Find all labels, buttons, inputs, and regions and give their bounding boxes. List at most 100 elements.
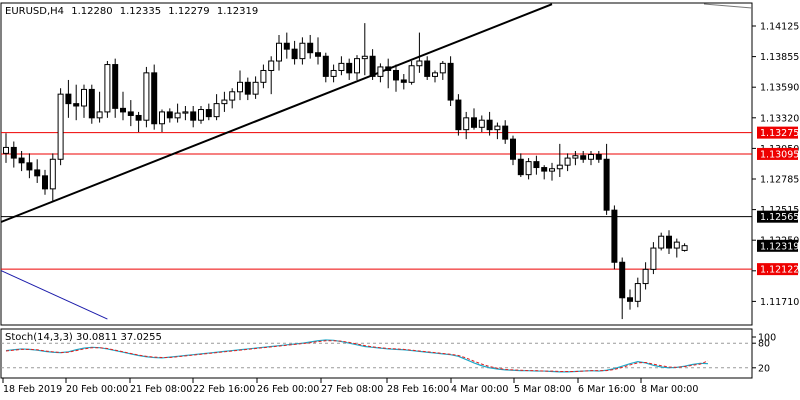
- candle: [229, 88, 236, 109]
- level-badge-3: 1.12122: [757, 263, 799, 276]
- candle: [88, 84, 95, 124]
- candle: [533, 155, 540, 175]
- candle: [10, 141, 17, 168]
- price-tick-label: 1.13855: [760, 52, 799, 63]
- candle: [237, 70, 243, 101]
- oscillator-panel: [0, 328, 753, 379]
- trendline-faint[interactable]: [703, 3, 753, 9]
- oscillator-tick-label: 20: [758, 363, 770, 374]
- candle: [276, 34, 282, 71]
- candle: [260, 64, 267, 89]
- candle: [619, 257, 626, 320]
- candle: [681, 243, 688, 252]
- candle: [439, 61, 446, 80]
- candle: [213, 94, 220, 121]
- candle: [658, 232, 665, 251]
- candle: [673, 238, 680, 258]
- candle: [190, 105, 197, 128]
- candle: [151, 64, 158, 130]
- candle: [432, 70, 438, 83]
- time-tick-label: 8 Mar 00:00: [641, 384, 698, 395]
- level-badge-0: 1.13275: [757, 126, 799, 139]
- candle: [57, 88, 64, 166]
- candle: [42, 169, 48, 195]
- candle: [3, 133, 9, 163]
- candle: [96, 91, 103, 123]
- candle: [634, 277, 641, 308]
- trendline-1[interactable]: [0, 270, 108, 320]
- candle: [198, 105, 204, 124]
- candle: [486, 111, 493, 136]
- candle: [104, 61, 111, 118]
- candle: [510, 135, 516, 166]
- candle: [315, 37, 321, 65]
- candle: [182, 105, 189, 121]
- candle: [307, 34, 314, 59]
- candle: [471, 108, 477, 130]
- candle: [283, 32, 290, 59]
- trendline-0[interactable]: [0, 3, 553, 223]
- candle: [221, 91, 228, 112]
- price-tick-label: 1.13590: [760, 83, 799, 94]
- oscillator-label: Stoch(14,3,3) 30.0811 37.0255: [5, 332, 162, 343]
- candle: [650, 242, 657, 275]
- svg-text:1.12319: 1.12319: [760, 241, 799, 252]
- candle: [549, 162, 555, 181]
- candle: [361, 23, 368, 76]
- candle: [517, 153, 524, 178]
- candle: [49, 153, 56, 201]
- time-tick-label: 4 Mar 00:00: [451, 384, 508, 395]
- candle: [322, 52, 329, 83]
- candle: [205, 103, 212, 121]
- candle: [541, 165, 548, 180]
- candle: [556, 143, 563, 178]
- candle: [525, 158, 532, 180]
- candle: [385, 58, 392, 89]
- oscillator-signal-line: [5, 340, 709, 372]
- candle: [244, 77, 251, 101]
- candle: [572, 150, 579, 166]
- candle: [642, 262, 649, 290]
- candle: [174, 103, 181, 123]
- svg-text:1.13275: 1.13275: [760, 128, 799, 139]
- time-tick-label: 22 Feb 16:00: [193, 384, 255, 395]
- main-panel: [0, 2, 753, 326]
- candle: [377, 63, 384, 83]
- candle: [354, 55, 360, 80]
- current-price-badge: 1.12319: [757, 239, 799, 252]
- candle: [18, 150, 25, 172]
- price-tick-label: 1.11710: [760, 297, 799, 308]
- time-tick-label: 6 Mar 16:00: [578, 384, 635, 395]
- time-tick-label: 26 Feb 00:00: [257, 384, 319, 395]
- candle: [330, 64, 337, 83]
- candle: [369, 49, 376, 80]
- candle: [135, 111, 142, 133]
- candle: [338, 56, 345, 76]
- time-tick-label: 21 Feb 08:00: [130, 384, 192, 395]
- price-tick-label: 1.12515: [760, 205, 799, 216]
- candle: [494, 122, 501, 140]
- candle: [268, 56, 275, 95]
- candle: [166, 108, 173, 123]
- candle: [393, 64, 399, 92]
- candle: [120, 91, 126, 121]
- time-tick-label: 20 Feb 00:00: [66, 384, 128, 395]
- time-tick-label: 5 Mar 08:00: [514, 384, 571, 395]
- candle: [666, 230, 672, 254]
- time-tick-label: 18 Feb 2019: [3, 384, 62, 395]
- candle: [502, 120, 509, 144]
- candle: [424, 56, 431, 80]
- candle: [595, 150, 602, 163]
- candle: [127, 100, 134, 127]
- price-tick-label: 1.14125: [760, 22, 799, 33]
- price-tick-label: 1.13320: [760, 113, 799, 124]
- candle: [455, 94, 462, 136]
- candle: [603, 143, 610, 215]
- candle: [26, 153, 33, 179]
- candle: [34, 159, 41, 183]
- svg-text:1.12565: 1.12565: [760, 212, 799, 223]
- time-tick-label: 27 Feb 08:00: [321, 384, 383, 395]
- candle: [416, 32, 423, 73]
- candle: [112, 58, 119, 118]
